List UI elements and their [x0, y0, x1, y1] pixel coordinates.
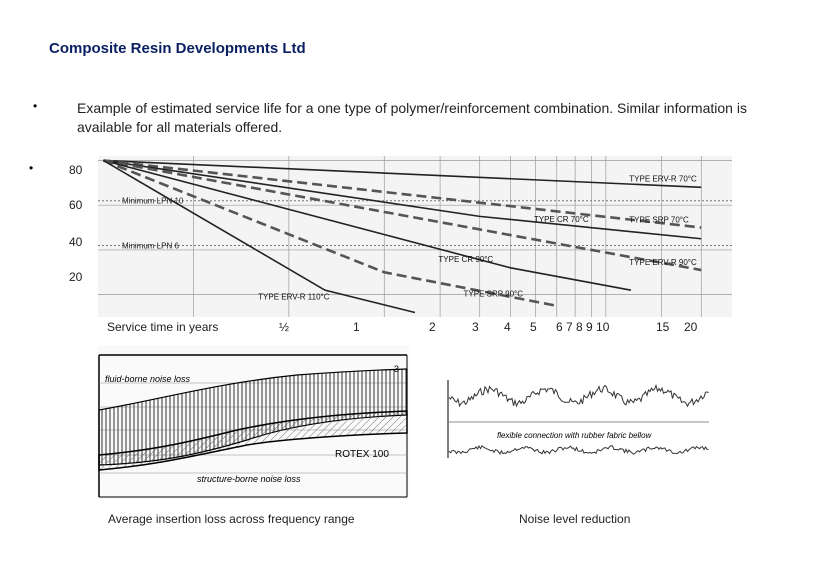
series-line — [102, 159, 557, 308]
series-label: TYPE CR 90°C — [438, 255, 493, 264]
chart-background — [98, 156, 732, 317]
reference-line-label: Minimum LPN 10 — [122, 197, 184, 206]
bullet-marker-2: • — [29, 161, 34, 175]
noise-level-diagram: flexible connection with rubber fabric b… — [447, 378, 709, 460]
series-line — [103, 159, 702, 229]
series-line — [102, 159, 416, 314]
noise-trace-rigid — [448, 383, 709, 408]
intro-text: Example of estimated service life for a … — [77, 100, 747, 135]
chart-grid — [98, 156, 732, 317]
x-tick-label: 20 — [684, 320, 698, 334]
x-tick-label: ½ — [279, 320, 290, 334]
x-axis-title: Service time in years — [107, 320, 219, 334]
series-line — [103, 159, 702, 240]
y-tick-label: 60 — [69, 198, 83, 212]
fluid-borne-label: fluid-borne noise loss — [105, 374, 191, 384]
y-tick-label: 80 — [69, 163, 83, 177]
series-label: TYPE ERV-R 90°C — [629, 258, 697, 267]
y-tick-label: 20 — [69, 270, 83, 284]
structure-borne-label: structure-borne noise loss — [197, 474, 301, 484]
series-group — [102, 159, 702, 314]
series-labels: TYPE ERV-R 70°C TYPE SRP 70°C TYPE CR 70°C… — [258, 174, 697, 301]
structure-borne-region — [98, 410, 408, 471]
x-tick-label: 5 — [530, 320, 537, 334]
bullet-marker: • — [33, 99, 38, 113]
noise-level-caption: Noise level reduction — [519, 512, 631, 526]
reference-line-label: Minimum LPN 6 — [122, 241, 179, 250]
insertion-loss-diagram: fluid-borne noise loss structure-borne n… — [97, 345, 409, 499]
x-tick-label: 6 7 8 9 10 — [556, 320, 610, 334]
x-tick-label: 3 — [472, 320, 479, 334]
x-tick-label: 4 — [504, 320, 511, 334]
series-line — [103, 159, 632, 291]
x-tick-label: 15 — [656, 320, 670, 334]
series-label: TYPE CR 70°C — [534, 215, 589, 224]
x-tick-label: 1 — [353, 320, 360, 334]
insertion-loss-caption: Average insertion loss across frequency … — [108, 512, 355, 526]
series-label: TYPE ERV-R 110°C — [258, 292, 330, 301]
series-label: TYPE SRP 70°C — [629, 216, 689, 225]
series-label: TYPE SRP 90°C — [464, 290, 524, 299]
curve-number-label: 3 — [394, 364, 399, 374]
noise-trace-label: flexible connection with rubber fabric b… — [497, 431, 653, 440]
y-tick-label: 40 — [69, 235, 83, 249]
page-title: Composite Resin Developments Ltd — [49, 40, 306, 57]
series-line — [103, 159, 702, 272]
series-label: TYPE ERV-R 70°C — [629, 174, 697, 183]
service-life-chart: Minimum LPN 10 Minimum LPN 6 TYPE ERV-R 7… — [98, 156, 732, 317]
series-line — [103, 159, 702, 189]
rotex-label: ROTEX 100 — [335, 449, 389, 460]
noise-trace-flexible — [448, 444, 709, 455]
x-tick-label: 2 — [429, 320, 436, 334]
